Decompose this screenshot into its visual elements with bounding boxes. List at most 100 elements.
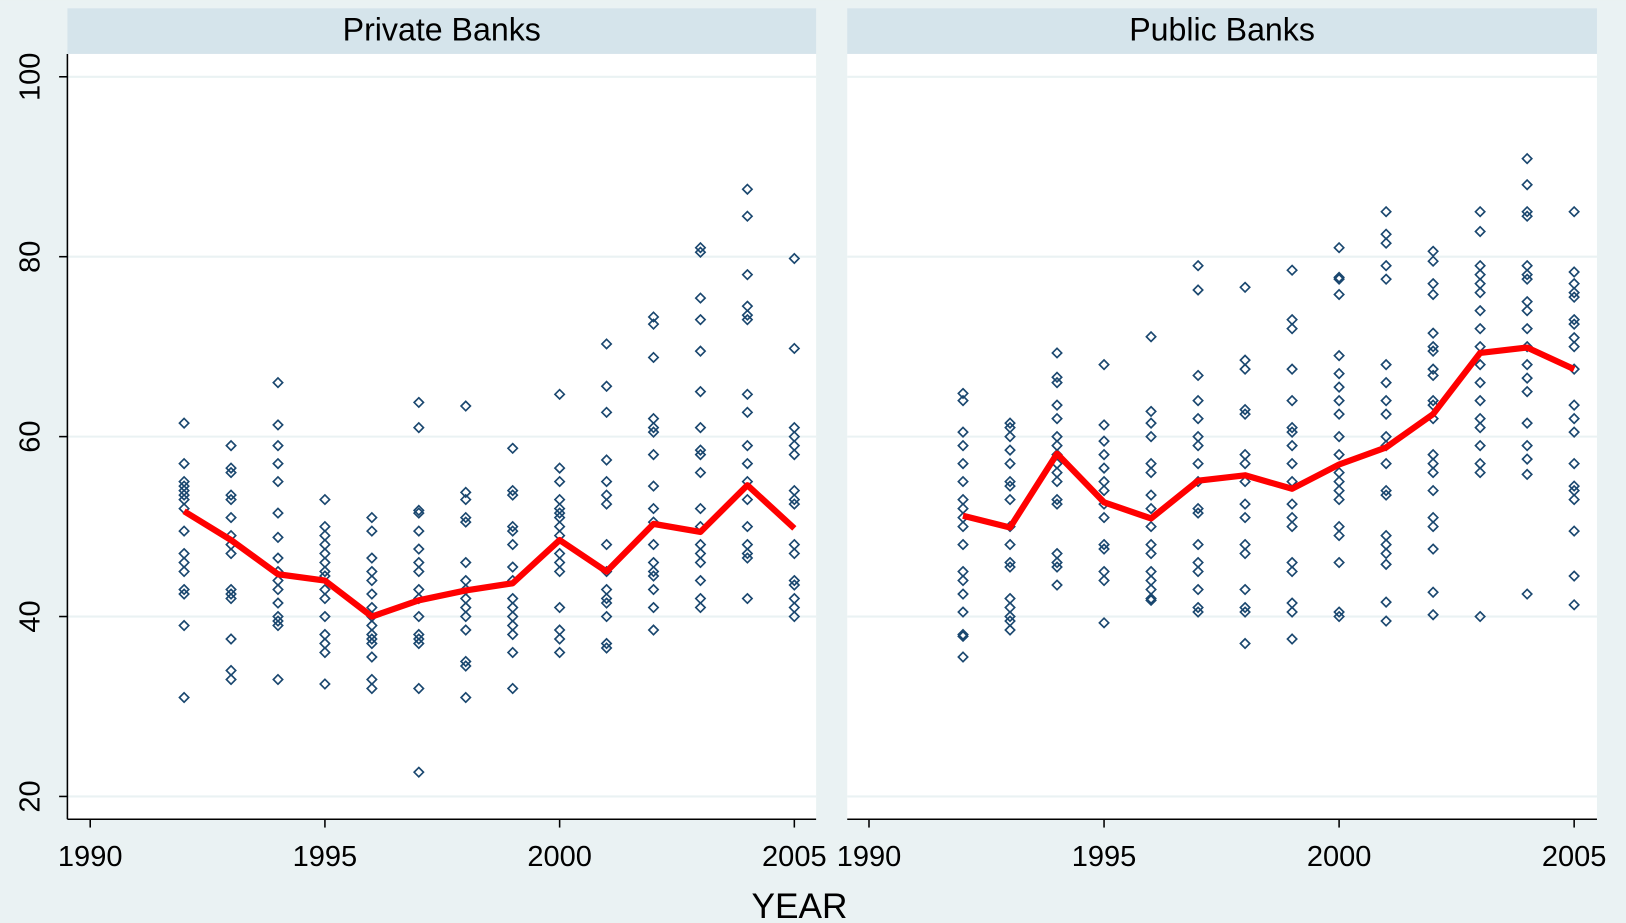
scatter-point <box>506 520 519 533</box>
scatter-point <box>1333 408 1345 420</box>
scatter-point <box>1004 561 1016 573</box>
scatter-point <box>1521 385 1533 398</box>
scatter-point <box>1098 574 1110 587</box>
scatter-point <box>1380 376 1392 389</box>
scatter-point <box>1568 340 1580 353</box>
scatter-point <box>1568 266 1580 278</box>
scatter-point <box>178 457 190 470</box>
scatter-point <box>1427 340 1439 353</box>
scatter-point <box>366 552 378 564</box>
scatter-point <box>600 610 613 623</box>
scatter-point <box>1098 484 1110 497</box>
scatter-point <box>412 507 425 519</box>
scatter-point <box>741 309 754 322</box>
scatter-point <box>1568 493 1580 506</box>
scatter-point <box>647 538 660 551</box>
scatter-point <box>788 579 801 591</box>
scatter-point <box>788 574 801 587</box>
scatter-point <box>1521 268 1533 281</box>
scatter-point <box>272 673 284 686</box>
scatter-point <box>647 601 660 614</box>
scatter-point <box>272 619 284 632</box>
scatter-point <box>366 637 378 650</box>
scatter-point <box>957 630 969 643</box>
scatter-point <box>1427 520 1439 533</box>
scatter-point <box>1051 561 1063 573</box>
scatter-point <box>1098 448 1110 461</box>
scatter-point <box>1521 205 1533 218</box>
scatter-point <box>957 457 969 470</box>
scatter-point <box>1333 394 1345 407</box>
scatter-point <box>1333 381 1345 393</box>
x-tick-label: 1990 <box>837 841 902 873</box>
scatter-point <box>1474 205 1486 218</box>
scatter-point <box>225 439 237 452</box>
scatter-point <box>694 601 707 614</box>
scatter-point <box>178 489 190 501</box>
scatter-point <box>225 493 237 506</box>
scatter-point <box>1192 507 1204 519</box>
scatter-point <box>1239 583 1251 596</box>
scatter-point <box>272 507 284 519</box>
scatter-point <box>459 556 472 569</box>
scatter-point <box>1145 520 1157 533</box>
scatter-point <box>957 606 969 618</box>
scatter-point <box>1286 633 1298 645</box>
scatter-point <box>1192 412 1204 425</box>
scatter-point <box>1145 430 1157 443</box>
scatter-point <box>600 637 613 650</box>
scatter-point <box>788 342 801 355</box>
scatter-point <box>741 183 754 196</box>
scatter-point <box>1333 273 1345 286</box>
scatter-point <box>272 439 284 452</box>
scatter-point <box>366 574 378 587</box>
scatter-point <box>319 610 331 623</box>
scatter-point <box>1098 511 1110 524</box>
scatter-point <box>1474 439 1486 452</box>
scatter-point <box>694 241 707 254</box>
scatter-point <box>600 642 613 654</box>
scatter-point <box>694 345 707 357</box>
scatter-point <box>1427 484 1439 497</box>
scatter-point <box>1380 489 1392 501</box>
scatter-point <box>1098 616 1110 629</box>
scatter-point <box>1427 466 1439 479</box>
scatter-point <box>1286 421 1298 434</box>
scatter-point <box>600 498 613 510</box>
scatter-point <box>741 493 754 506</box>
panel-title: Public Banks <box>1129 11 1315 47</box>
scatter-point <box>647 448 660 461</box>
scatter-point <box>647 421 660 434</box>
scatter-point <box>1286 439 1298 452</box>
scatter-point <box>1098 358 1110 371</box>
scatter-point <box>506 484 519 497</box>
scatter-point <box>553 565 566 578</box>
scatter-point <box>1098 538 1110 551</box>
scatter-point <box>1145 592 1157 605</box>
scatter-point <box>553 462 566 474</box>
scatter-point <box>647 624 660 636</box>
scatter-point <box>788 252 801 265</box>
scatter-point <box>1145 417 1157 429</box>
scatter-point <box>225 466 237 479</box>
scatter-point <box>647 502 660 515</box>
scatter-point <box>1239 547 1251 560</box>
scatter-point <box>225 588 237 600</box>
scatter-point <box>1145 489 1157 501</box>
scatter-point <box>1192 457 1204 470</box>
scatter-point <box>459 516 472 528</box>
scatter-point <box>412 525 425 537</box>
scatter-point <box>1192 439 1204 452</box>
scatter-point <box>1380 596 1392 608</box>
scatter-point <box>1051 475 1063 488</box>
scatter-point <box>957 628 969 641</box>
scatter-point <box>1239 637 1251 650</box>
scatter-point <box>459 691 472 704</box>
scatter-point <box>1568 426 1580 438</box>
scatter-point <box>1474 376 1486 389</box>
scatter-point <box>459 660 472 672</box>
scatter-point <box>1380 205 1392 218</box>
scatter-point <box>272 583 284 596</box>
x-tick-label: 2000 <box>527 841 592 873</box>
